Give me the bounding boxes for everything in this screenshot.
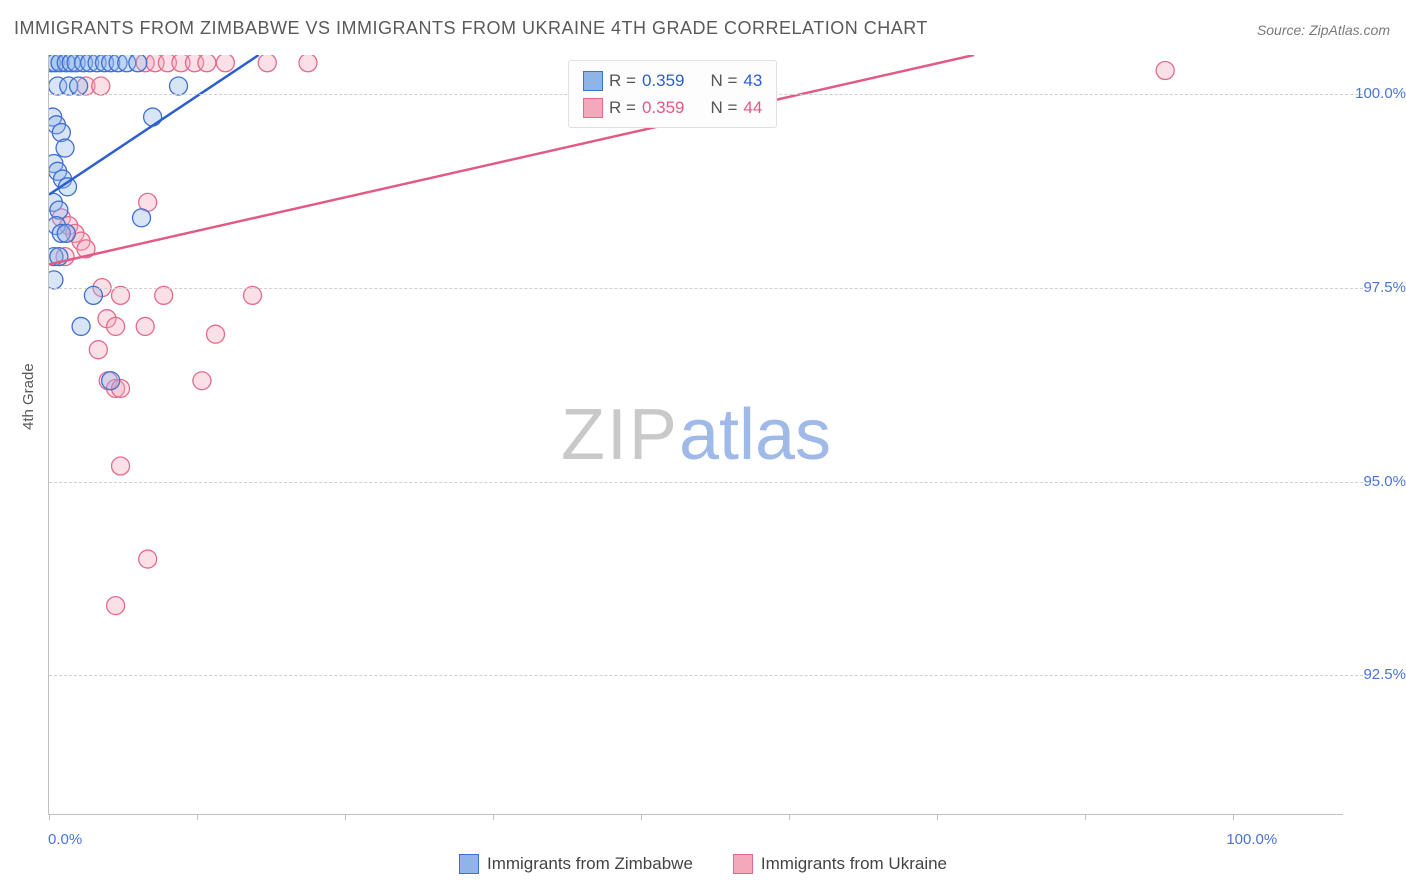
point-ukraine bbox=[244, 286, 262, 304]
series-legend: Immigrants from Zimbabwe Immigrants from … bbox=[0, 854, 1406, 874]
legend-n-label: N = bbox=[710, 67, 737, 94]
x-axis-label: 100.0% bbox=[1226, 831, 1277, 848]
y-tick-label: 92.5% bbox=[1351, 666, 1406, 683]
legend-swatch bbox=[459, 854, 479, 874]
legend-label: Immigrants from Zimbabwe bbox=[487, 854, 693, 874]
legend-item: Immigrants from Zimbabwe bbox=[459, 854, 693, 874]
point-ukraine bbox=[107, 597, 125, 615]
x-axis-label: 0.0% bbox=[48, 831, 82, 848]
chart-container: IMMIGRANTS FROM ZIMBABWE VS IMMIGRANTS F… bbox=[0, 0, 1406, 892]
x-tick bbox=[1233, 814, 1234, 820]
point-ukraine bbox=[258, 55, 276, 72]
point-ukraine bbox=[136, 317, 154, 335]
point-ukraine bbox=[92, 77, 110, 95]
point-zimbabwe bbox=[72, 317, 90, 335]
x-tick bbox=[49, 814, 50, 820]
point-zimbabwe bbox=[49, 271, 63, 289]
point-zimbabwe bbox=[70, 77, 88, 95]
legend-r-value: 0.359 bbox=[642, 67, 685, 94]
x-tick bbox=[789, 814, 790, 820]
point-ukraine bbox=[299, 55, 317, 72]
y-tick-label: 100.0% bbox=[1351, 85, 1406, 102]
x-tick bbox=[345, 814, 346, 820]
x-tick bbox=[197, 814, 198, 820]
point-zimbabwe bbox=[56, 139, 74, 157]
point-ukraine bbox=[112, 286, 130, 304]
y-tick-label: 95.0% bbox=[1351, 473, 1406, 490]
legend-r-label: R = bbox=[609, 94, 636, 121]
point-ukraine bbox=[107, 317, 125, 335]
x-tick bbox=[493, 814, 494, 820]
legend-r-label: R = bbox=[609, 67, 636, 94]
point-ukraine bbox=[139, 550, 157, 568]
point-zimbabwe bbox=[129, 55, 147, 72]
legend-n-value: 44 bbox=[743, 94, 762, 121]
point-ukraine bbox=[155, 286, 173, 304]
point-zimbabwe bbox=[102, 372, 120, 390]
trendline-zimbabwe bbox=[49, 55, 259, 195]
legend-swatch bbox=[583, 71, 603, 91]
point-ukraine bbox=[198, 55, 216, 72]
gridline bbox=[49, 482, 1363, 483]
gridline bbox=[49, 288, 1363, 289]
y-axis-title: 4th Grade bbox=[20, 363, 37, 430]
legend-r-value: 0.359 bbox=[642, 94, 685, 121]
point-ukraine bbox=[1156, 62, 1174, 80]
chart-title: IMMIGRANTS FROM ZIMBABWE VS IMMIGRANTS F… bbox=[14, 18, 928, 39]
legend-row: R =0.359 N =43 bbox=[583, 67, 762, 94]
point-zimbabwe bbox=[57, 224, 75, 242]
gridline bbox=[49, 675, 1363, 676]
legend-n-label: N = bbox=[710, 94, 737, 121]
legend-n-value: 43 bbox=[743, 67, 762, 94]
point-zimbabwe bbox=[144, 108, 162, 126]
x-tick bbox=[937, 814, 938, 820]
y-tick-label: 97.5% bbox=[1351, 279, 1406, 296]
point-ukraine bbox=[112, 457, 130, 475]
point-zimbabwe bbox=[170, 77, 188, 95]
point-zimbabwe bbox=[133, 209, 151, 227]
point-ukraine bbox=[193, 372, 211, 390]
point-zimbabwe bbox=[84, 286, 102, 304]
plot-area: ZIPatlas 100.0%97.5%95.0%92.5% bbox=[48, 55, 1343, 815]
source-label: Source: ZipAtlas.com bbox=[1257, 22, 1390, 38]
x-tick bbox=[641, 814, 642, 820]
legend-item: Immigrants from Ukraine bbox=[733, 854, 947, 874]
legend-swatch bbox=[733, 854, 753, 874]
legend-swatch bbox=[583, 98, 603, 118]
point-ukraine bbox=[207, 325, 225, 343]
correlation-legend: R =0.359 N =43 R =0.359 N =44 bbox=[568, 60, 777, 128]
point-ukraine bbox=[216, 55, 234, 72]
point-ukraine bbox=[89, 341, 107, 359]
legend-row: R =0.359 N =44 bbox=[583, 94, 762, 121]
plot-svg bbox=[49, 55, 1344, 815]
legend-label: Immigrants from Ukraine bbox=[761, 854, 947, 874]
x-tick bbox=[1085, 814, 1086, 820]
